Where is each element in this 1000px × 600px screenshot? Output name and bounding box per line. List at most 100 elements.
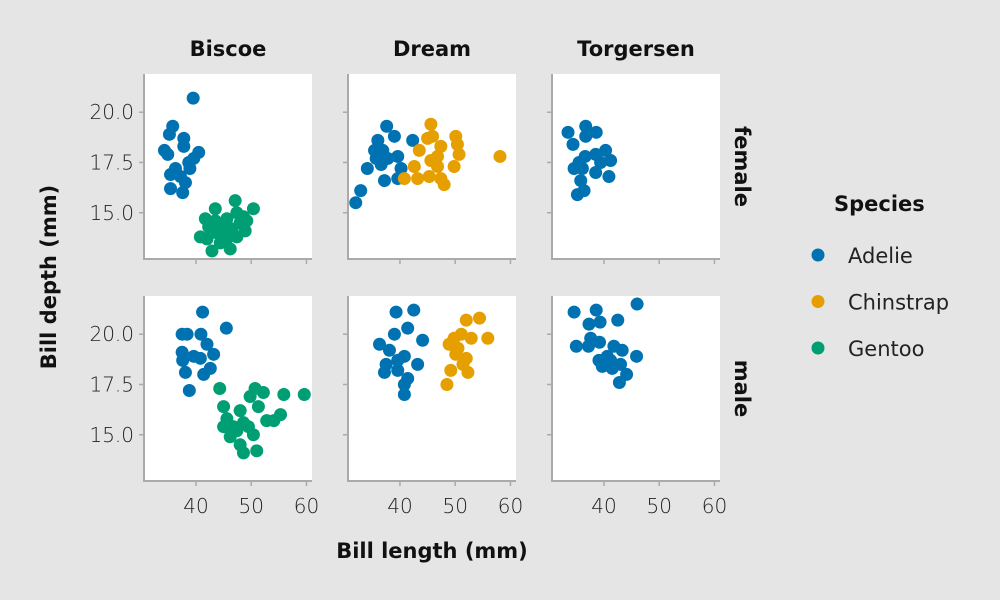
point-gentoo: [227, 420, 241, 434]
point-adelie: [164, 168, 178, 182]
point-chinstrap: [434, 139, 448, 153]
point-gentoo: [208, 202, 222, 216]
point-adelie: [200, 337, 214, 351]
point-adelie: [566, 137, 580, 151]
point-chinstrap: [447, 160, 461, 173]
point-adelie: [176, 186, 190, 200]
point-chinstrap: [459, 313, 473, 327]
x-tick-label: 50: [442, 494, 467, 518]
point-adelie: [387, 129, 401, 143]
column-strip-dream: Dream: [393, 37, 471, 61]
x-tick-label: 40: [183, 494, 208, 518]
column-strip-biscoe: Biscoe: [190, 37, 267, 61]
point-adelie: [406, 133, 420, 147]
legend-item-gentoo: Gentoo: [811, 337, 924, 361]
legend-label: Chinstrap: [848, 291, 949, 315]
point-chinstrap: [450, 137, 464, 151]
point-adelie: [360, 162, 374, 176]
point-chinstrap: [437, 178, 451, 192]
point-adelie: [182, 384, 196, 398]
point-chinstrap: [424, 117, 438, 131]
panels: 15.0 17.5 20.0 15.0 17.5 20.0 40 50 60 40 50 60 40 50…: [89, 74, 727, 518]
point-chinstrap: [451, 341, 465, 355]
point-adelie: [193, 351, 207, 365]
point-adelie: [401, 321, 415, 335]
point-adelie: [183, 162, 197, 176]
point-adelie: [612, 375, 626, 389]
point-adelie: [630, 297, 644, 311]
point-adelie: [593, 315, 607, 329]
point-adelie: [570, 188, 584, 202]
point-adelie: [581, 339, 595, 353]
panel-dream-female: [343, 74, 516, 264]
point-adelie: [186, 91, 200, 105]
point-gentoo: [256, 386, 270, 400]
point-gentoo: [200, 232, 214, 246]
legend: Species Adelie Chinstrap Gentoo: [811, 192, 949, 361]
legend-item-adelie: Adelie: [811, 244, 913, 268]
x-tick-label: 40: [387, 494, 412, 518]
point-adelie: [180, 327, 194, 341]
point-gentoo: [246, 202, 260, 216]
point-adelie: [574, 174, 588, 188]
legend-label: Gentoo: [848, 337, 924, 361]
point-adelie: [178, 176, 192, 190]
point-adelie: [194, 327, 208, 341]
point-gentoo: [243, 390, 257, 404]
point-adelie: [604, 353, 618, 367]
point-adelie: [371, 133, 385, 147]
y-tick-label: 15.0: [89, 201, 134, 225]
point-adelie: [604, 153, 618, 167]
point-gentoo: [236, 446, 250, 460]
point-chinstrap: [452, 147, 466, 161]
point-adelie: [354, 184, 368, 198]
legend-swatch: [811, 341, 825, 355]
point-gentoo: [297, 388, 311, 402]
point-adelie: [391, 363, 405, 377]
point-adelie: [377, 365, 391, 379]
panel-biscoe-female: 15.0 17.5 20.0: [89, 74, 312, 264]
x-tick-label: 50: [646, 494, 671, 518]
point-gentoo: [277, 388, 291, 402]
x-tick-label: 50: [238, 494, 263, 518]
point-chinstrap: [422, 170, 436, 184]
point-adelie: [382, 343, 396, 357]
point-gentoo: [241, 420, 255, 434]
point-adelie: [207, 347, 221, 361]
point-adelie: [411, 357, 425, 371]
point-chinstrap: [440, 377, 454, 391]
point-adelie: [377, 174, 391, 188]
point-adelie: [567, 305, 581, 319]
point-adelie: [164, 182, 178, 196]
point-adelie: [219, 321, 233, 335]
point-gentoo: [217, 230, 231, 244]
point-adelie: [196, 305, 210, 319]
point-adelie: [614, 357, 628, 371]
legend-swatch: [811, 248, 825, 262]
point-adelie: [630, 349, 644, 363]
point-adelie: [391, 149, 405, 163]
point-gentoo: [223, 430, 237, 444]
point-adelie: [582, 317, 596, 331]
point-adelie: [162, 127, 176, 141]
point-gentoo: [217, 420, 231, 434]
point-adelie: [176, 353, 190, 367]
point-chinstrap: [464, 331, 478, 345]
point-gentoo: [250, 444, 264, 458]
point-chinstrap: [473, 311, 487, 325]
point-adelie: [615, 343, 629, 357]
x-axis-label: Bill length (mm): [336, 539, 528, 563]
point-adelie: [373, 337, 386, 351]
point-gentoo: [251, 400, 265, 414]
point-adelie: [387, 327, 401, 341]
point-adelie: [407, 303, 421, 317]
point-adelie: [579, 119, 593, 133]
point-adelie: [197, 367, 211, 381]
point-gentoo: [228, 194, 242, 208]
legend-item-chinstrap: Chinstrap: [811, 291, 949, 315]
point-adelie: [380, 119, 394, 133]
point-adelie: [397, 388, 411, 402]
point-gentoo: [205, 244, 219, 258]
point-chinstrap: [412, 143, 426, 157]
